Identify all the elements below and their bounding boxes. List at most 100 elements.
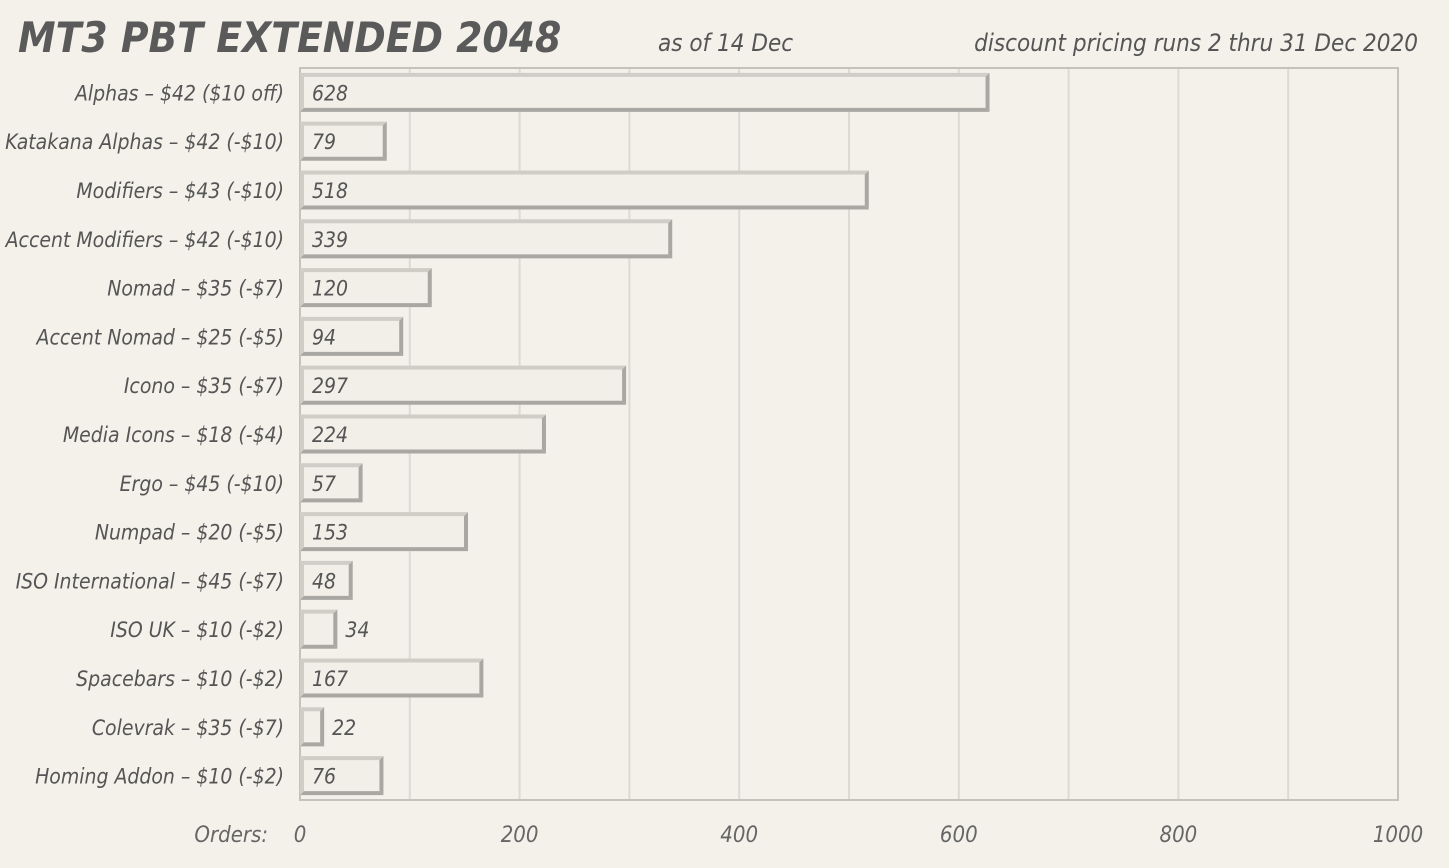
bar-bevel-right	[985, 72, 990, 112]
category-label: Colevrak – $35 (-$7)	[92, 716, 284, 740]
bar-value-label: 167	[312, 667, 348, 691]
bar-value-label: 339	[312, 228, 348, 252]
bar-value-label: 22	[332, 716, 356, 740]
bar-bevel-right	[382, 121, 387, 161]
bar	[300, 512, 468, 552]
bar-bevel-top	[300, 609, 338, 614]
bar	[300, 609, 338, 649]
bar-value-label: 297	[312, 374, 348, 398]
bar-face	[300, 463, 363, 503]
x-tick-label: 0	[294, 823, 307, 848]
bar-bevel-bottom	[300, 254, 673, 259]
bar	[300, 365, 627, 405]
bar-face	[300, 121, 387, 161]
bar-bevel-top	[300, 414, 546, 419]
bar-bevel-top	[300, 170, 869, 175]
bar-bevel-right	[427, 268, 432, 308]
bar-bevel-bottom	[300, 107, 990, 112]
bar-bevel-left	[300, 72, 304, 112]
bar-bevel-left	[300, 512, 304, 552]
bar-bevel-left	[300, 268, 304, 308]
bar-value-label: 518	[312, 179, 348, 203]
bar-bevel-left	[300, 609, 304, 649]
bar-bevel-right	[358, 463, 363, 503]
chart-subtitle-date: as of 14 Dec	[658, 29, 793, 57]
bar-bevel-bottom	[300, 693, 484, 698]
bar-bevel-top	[300, 463, 363, 468]
bar-bevel-right	[479, 658, 484, 698]
bar-bevel-bottom	[300, 791, 384, 796]
bar-bevel-left	[300, 707, 304, 747]
bar-bevel-left	[300, 658, 304, 698]
bar-bevel-top	[300, 658, 484, 663]
x-tick-label: 1000	[1373, 823, 1423, 848]
bar-bevel-bottom	[300, 742, 325, 747]
x-tick-label: 600	[940, 823, 978, 848]
bar-bevel-bottom	[300, 595, 353, 600]
bar-face	[300, 219, 673, 259]
bar-bevel-bottom	[300, 303, 432, 308]
bar	[300, 72, 990, 112]
bar-value-label: 224	[312, 423, 348, 447]
bar-bevel-left	[300, 121, 304, 161]
bar-face	[300, 658, 484, 698]
category-label: Modifiers – $43 (-$10)	[76, 179, 284, 203]
bar-face	[300, 72, 990, 112]
bar-value-label: 153	[312, 521, 348, 545]
bar-bevel-left	[300, 316, 304, 356]
bar	[300, 560, 353, 600]
bar-bevel-bottom	[300, 547, 468, 552]
bar	[300, 121, 387, 161]
bar-face	[300, 268, 432, 308]
bar	[300, 316, 404, 356]
bar-bevel-left	[300, 365, 304, 405]
bar-face	[300, 756, 384, 796]
x-tick-label: 200	[501, 823, 539, 848]
bars	[300, 72, 990, 796]
bar-bevel-right	[463, 512, 468, 552]
bar-bevel-right	[541, 414, 546, 454]
bar-value-label: 76	[312, 765, 336, 789]
bar-bevel-top	[300, 365, 627, 370]
bar-bevel-top	[300, 72, 990, 77]
bar-bevel-right	[622, 365, 627, 405]
bar	[300, 414, 546, 454]
x-tick-label: 800	[1160, 823, 1198, 848]
bar-face	[300, 560, 353, 600]
x-axis: 0 200 400 600 800 1000	[294, 823, 1423, 848]
bar-bevel-right	[348, 560, 353, 600]
bar-value-label: 120	[312, 277, 348, 301]
category-label: Spacebars – $10 (-$2)	[76, 667, 284, 691]
bar-bevel-right	[379, 756, 384, 796]
bar-bevel-top	[300, 756, 384, 761]
bar-bevel-top	[300, 121, 387, 126]
bar	[300, 219, 673, 259]
bar-bevel-left	[300, 756, 304, 796]
category-label: ISO International – $45 (-$7)	[16, 569, 284, 593]
bar	[300, 658, 484, 698]
bar-bevel-right	[399, 316, 404, 356]
bar	[300, 756, 384, 796]
bar	[300, 170, 869, 210]
bar-face	[300, 170, 869, 210]
bar-bevel-bottom	[300, 205, 869, 210]
category-label: ISO UK – $10 (-$2)	[110, 618, 284, 642]
bar-value-label: 94	[312, 325, 336, 349]
category-label: Alphas – $42 ($10 off)	[74, 81, 284, 105]
bar-bevel-left	[300, 414, 304, 454]
bar-bevel-top	[300, 316, 404, 321]
bar	[300, 268, 432, 308]
category-label: Icono – $35 (-$7)	[124, 374, 284, 398]
category-label: Nomad – $35 (-$7)	[107, 277, 284, 301]
bar-value-label: 628	[312, 81, 348, 105]
bar-value-label: 57	[312, 472, 336, 496]
bar-bevel-right	[320, 707, 325, 747]
bar	[300, 707, 325, 747]
bar-bevel-top	[300, 560, 353, 565]
bar-bevel-top	[300, 219, 673, 224]
category-labels: 628 Alphas – $42 ($10 off) 79 Katakana Alph…	[5, 81, 370, 788]
category-label: Numpad – $20 (-$5)	[95, 521, 284, 545]
bar-bevel-left	[300, 463, 304, 503]
bar-bevel-top	[300, 707, 325, 712]
